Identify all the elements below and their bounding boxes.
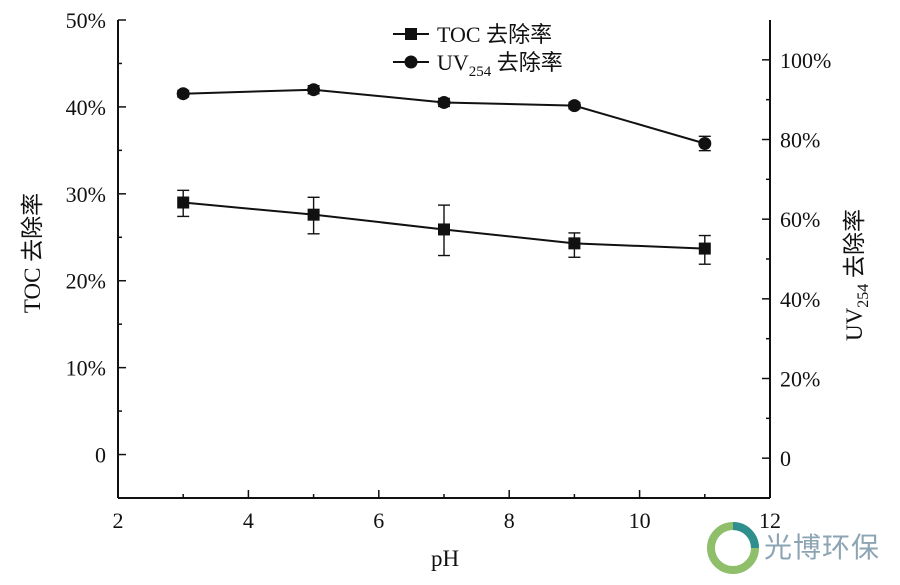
data-point-circle — [176, 87, 190, 101]
data-point-circle — [567, 99, 581, 113]
y-left-tick-label: 30% — [66, 182, 106, 207]
x-tick-label: 6 — [373, 508, 384, 533]
y-left-tick-label: 10% — [66, 356, 106, 381]
y-left-tick-label: 0 — [95, 443, 106, 468]
x-axis-ticks: 2 4 6 8 10 12 — [113, 490, 781, 533]
y-right-label-main: UV — [842, 307, 867, 341]
y-right-tick-label: 100% — [780, 48, 831, 73]
x-tick-label: 12 — [759, 508, 781, 533]
watermark-text: 光博环保 — [764, 531, 881, 564]
watermark: 光博环保 — [706, 522, 896, 574]
y-right-axis-ticks: 0 20% 40% 60% 80% 100% — [762, 48, 831, 499]
series-uv254 — [176, 83, 712, 152]
y-right-tick-label: 60% — [780, 207, 820, 232]
x-tick-label: 8 — [504, 508, 515, 533]
y-left-axis-ticks: 0 10% 20% 30% 40% 50% — [66, 8, 126, 499]
x-axis-label: pH — [431, 546, 459, 571]
legend-marker-circle — [404, 55, 418, 69]
legend-label-uv254-suffix: 去除率 — [491, 50, 563, 75]
legend-label-toc: TOC 去除率 — [437, 22, 552, 47]
y-right-label-suffix: 去除率 — [842, 209, 867, 284]
y-left-axis-label: TOC 去除率 — [20, 193, 45, 313]
y-left-tick-label: 40% — [66, 95, 106, 120]
data-point-square — [438, 223, 450, 236]
data-point-square — [698, 242, 711, 255]
y-left-tick-label: 20% — [66, 269, 106, 294]
legend-marker-square — [405, 28, 417, 40]
y-right-tick-label: 40% — [780, 287, 820, 312]
series-layer — [176, 83, 712, 265]
data-point-square — [568, 237, 581, 250]
y-right-tick-label: 80% — [780, 128, 820, 153]
x-tick-label: 2 — [113, 508, 124, 533]
data-point-square — [177, 196, 190, 209]
legend: TOC 去除率 UV254 去除率 — [393, 22, 563, 80]
data-point-circle — [307, 83, 321, 97]
x-tick-label: 10 — [629, 508, 651, 533]
y-right-axis-label: UV254 去除率 — [842, 209, 872, 341]
x-tick-label: 4 — [243, 508, 254, 533]
y-right-label-sub: 254 — [855, 284, 872, 308]
data-point-square — [307, 208, 320, 221]
legend-label-uv254-main: UV — [437, 50, 469, 75]
y-left-tick-label: 50% — [66, 8, 106, 33]
watermark-logo-icon — [707, 522, 759, 574]
legend-label-uv254-sub: 254 — [469, 64, 492, 80]
legend-label-uv254: UV254 去除率 — [437, 50, 563, 80]
data-point-circle — [437, 95, 451, 109]
y-right-tick-label: 0 — [780, 446, 791, 471]
series-toc — [177, 189, 711, 265]
y-right-tick-label: 20% — [780, 367, 820, 392]
data-point-circle — [698, 136, 712, 150]
